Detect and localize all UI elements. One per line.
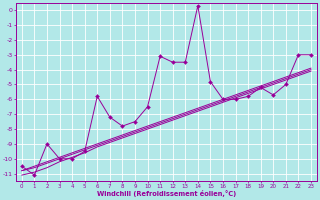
X-axis label: Windchill (Refroidissement éolien,°C): Windchill (Refroidissement éolien,°C) (97, 190, 236, 197)
